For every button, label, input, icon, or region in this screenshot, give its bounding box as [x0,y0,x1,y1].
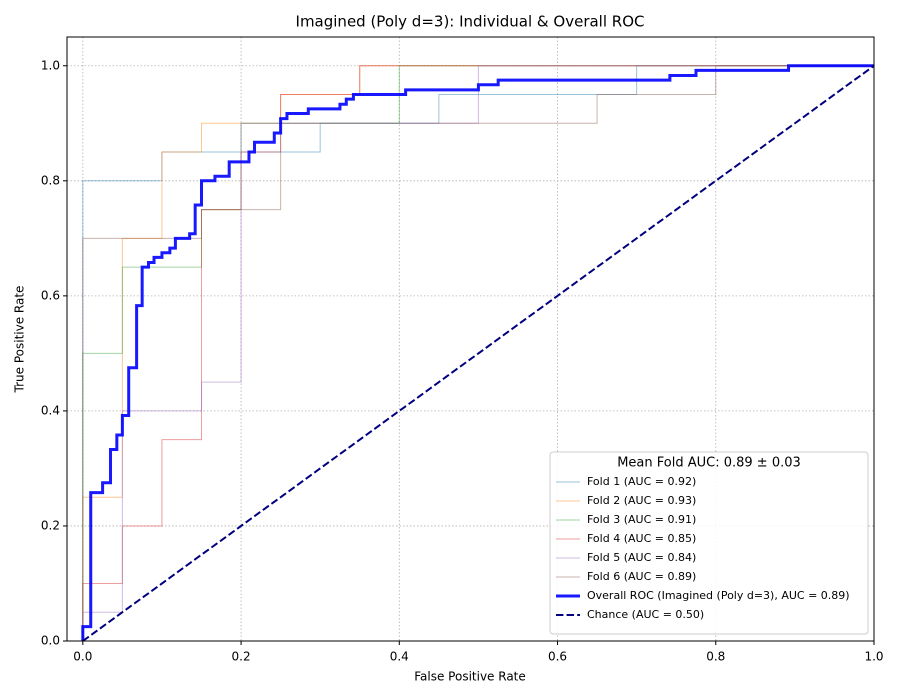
legend-label: Chance (AUC = 0.50) [587,608,704,621]
roc-line [82,65,874,641]
x-axis-label: False Positive Rate [414,670,526,684]
y-tick-label: 0.2 [41,518,60,532]
x-tick-label: 0.8 [706,650,725,664]
legend-label: Fold 6 (AUC = 0.89) [587,570,696,583]
y-axis-label: True Positive Rate [13,286,27,394]
legend-label: Fold 4 (AUC = 0.85) [587,532,696,545]
chart-title: Imagined (Poly d=3): Individual & Overal… [296,13,645,31]
y-tick-label: 0.0 [41,634,60,648]
x-tick-label: 0.6 [548,650,567,664]
x-tick-label: 0.2 [232,650,251,664]
plot-frame [66,36,875,642]
x-tick-label: 0.4 [390,650,409,664]
roc-line [82,65,874,641]
legend-label: Fold 3 (AUC = 0.91) [587,513,696,526]
legend-title: Mean Fold AUC: 0.89 ± 0.03 [617,456,801,471]
legend: Mean Fold AUC: 0.89 ± 0.03 Fold 1 (AUC = … [549,451,869,635]
x-tick-label: 0.0 [73,650,92,664]
y-tick-label: 0.6 [41,288,60,302]
x-tick-label: 1.0 [864,650,883,664]
y-tick-label: 0.4 [41,403,60,417]
y-tick-label: 1.0 [41,58,60,72]
roc-line [82,65,874,641]
roc-line [81,64,874,641]
legend-label: Overall ROC (Imagined (Poly d=3), AUC = … [587,589,850,602]
roc-line [82,65,874,641]
legend-label: Fold 1 (AUC = 0.92) [587,475,696,488]
roc-line [82,64,875,642]
y-tick-label: 0.8 [41,173,60,187]
legend-label: Fold 2 (AUC = 0.93) [587,494,696,507]
legend-box [549,451,869,635]
legend-label: Fold 5 (AUC = 0.84) [587,551,696,564]
